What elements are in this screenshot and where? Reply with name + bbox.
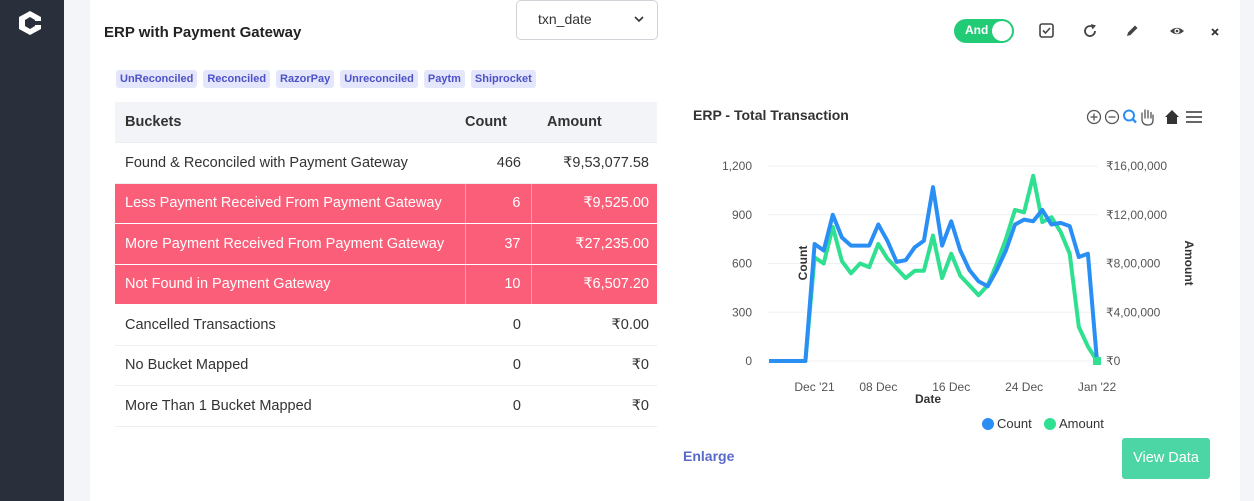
bucket-name: More Than 1 Bucket Mapped xyxy=(115,385,465,427)
header-amount[interactable]: Amount xyxy=(531,102,657,143)
widget-card: ERP with Payment Gateway txn_date And Un… xyxy=(90,0,1240,501)
bucket-count: 466 xyxy=(465,142,531,184)
buckets-table: Buckets Count Amount Found & Reconciled … xyxy=(115,102,657,427)
bucket-count: 0 xyxy=(465,385,531,427)
pan-icon[interactable] xyxy=(1141,109,1154,126)
x-tick-label: Dec '21 xyxy=(794,380,835,394)
table-row[interactable]: More Than 1 Bucket Mapped 0 ₹0 xyxy=(115,385,657,427)
bucket-count: 0 xyxy=(465,345,531,386)
magnify-icon[interactable] xyxy=(1123,109,1137,124)
y-axis-title: Count xyxy=(796,246,810,281)
filter-tag[interactable]: RazorPay xyxy=(276,70,335,88)
bucket-amount: ₹0.00 xyxy=(531,304,657,346)
filter-tags: UnReconciled Reconciled RazorPay Unreconcil… xyxy=(116,70,536,88)
y-tick-label: 1,200 xyxy=(722,159,752,173)
filter-tag[interactable]: Reconciled xyxy=(203,70,271,88)
toggle-label: And xyxy=(965,23,989,37)
bucket-count: 37 xyxy=(465,223,532,265)
sidebar xyxy=(0,0,64,501)
checkbox-icon[interactable] xyxy=(1037,21,1057,41)
view-data-button[interactable]: View Data xyxy=(1122,438,1210,479)
filter-tag[interactable]: Paytm xyxy=(423,70,465,88)
series-line-amount xyxy=(769,173,1099,363)
chevron-down-icon xyxy=(634,16,644,23)
bucket-name: More Payment Received From Payment Gatew… xyxy=(115,223,466,265)
app-logo-icon[interactable] xyxy=(18,10,42,36)
bucket-name: Cancelled Transactions xyxy=(115,304,465,346)
close-icon[interactable] xyxy=(1206,21,1226,41)
home-icon[interactable] xyxy=(1165,110,1179,124)
x-axis-title: Date xyxy=(915,392,941,406)
y2-tick-label: ₹12,00,000 xyxy=(1106,208,1167,222)
menu-icon[interactable] xyxy=(1186,111,1202,123)
zoom-in-icon[interactable] xyxy=(1086,109,1102,125)
bucket-count: 6 xyxy=(465,183,532,224)
refresh-icon[interactable] xyxy=(1080,21,1100,41)
bucket-name: Found & Reconciled with Payment Gateway xyxy=(115,142,465,184)
filter-tag[interactable]: UnReconciled xyxy=(116,70,198,88)
filter-tag[interactable]: Unreconciled xyxy=(340,70,418,88)
x-tick-label: Jan '22 xyxy=(1078,380,1117,394)
bucket-amount: ₹6,507.20 xyxy=(531,264,657,305)
y-tick-label: 600 xyxy=(732,257,752,271)
and-toggle[interactable]: And xyxy=(954,19,1014,43)
toggle-knob xyxy=(992,21,1012,41)
y-tick-label: 900 xyxy=(732,208,752,222)
date-field-select[interactable]: txn_date xyxy=(516,0,658,40)
legend-marker-count xyxy=(982,418,994,430)
table-row[interactable]: More Payment Received From Payment Gatew… xyxy=(115,223,657,265)
table-row[interactable]: No Bucket Mapped 0 ₹0 xyxy=(115,345,657,386)
date-field-value: txn_date xyxy=(538,11,592,27)
transaction-chart: 0 300 600 900 1,200 ₹0 ₹4,00,000 ₹8,00,000 ₹12,0… xyxy=(722,159,1195,431)
y2-tick-label: ₹0 xyxy=(1106,354,1121,368)
eye-icon[interactable] xyxy=(1167,21,1187,41)
bucket-amount: ₹0 xyxy=(531,385,657,427)
filter-tag[interactable]: Shiprocket xyxy=(470,70,536,88)
table-row[interactable]: Cancelled Transactions 0 ₹0.00 xyxy=(115,304,657,346)
header-buckets[interactable]: Buckets xyxy=(115,102,465,143)
edit-icon[interactable] xyxy=(1122,21,1142,41)
table-row[interactable]: Found & Reconciled with Payment Gateway 4… xyxy=(115,142,657,184)
legend-marker-amount xyxy=(1044,418,1056,430)
y2-axis-title: Amount xyxy=(1182,240,1195,285)
bucket-name: Not Found in Payment Gateway xyxy=(115,264,466,305)
bucket-amount: ₹9,525.00 xyxy=(531,183,657,224)
x-tick-label: 08 Dec xyxy=(859,380,897,394)
legend-label: Count xyxy=(997,416,1032,431)
table-row[interactable]: Not Found in Payment Gateway 10 ₹6,507.20 xyxy=(115,264,657,305)
y-tick-label: 300 xyxy=(732,305,752,319)
bucket-count: 0 xyxy=(465,304,531,346)
table-row[interactable]: Less Payment Received From Payment Gatew… xyxy=(115,183,657,224)
chart-toolbar xyxy=(1086,109,1202,126)
bucket-amount: ₹0 xyxy=(531,345,657,386)
chart-title: ERP - Total Transaction xyxy=(693,107,849,123)
bucket-amount: ₹27,235.00 xyxy=(531,223,657,265)
y-tick-label: 0 xyxy=(745,354,752,368)
widget-title: ERP with Payment Gateway xyxy=(104,24,302,41)
x-tick-label: 24 Dec xyxy=(1005,380,1043,394)
series-line-count xyxy=(769,185,1099,363)
x-tick-label: 16 Dec xyxy=(932,380,970,394)
enlarge-link[interactable]: Enlarge xyxy=(683,448,735,464)
series-end-marker-amount xyxy=(1093,357,1101,365)
table-header-row: Buckets Count Amount xyxy=(115,102,657,143)
header-count[interactable]: Count xyxy=(465,102,531,143)
y2-tick-label: ₹8,00,000 xyxy=(1106,257,1161,271)
bucket-count: 10 xyxy=(465,264,532,305)
legend-label: Amount xyxy=(1059,416,1104,431)
bucket-name: Less Payment Received From Payment Gatew… xyxy=(115,183,466,224)
zoom-out-icon[interactable] xyxy=(1104,109,1120,125)
bucket-name: No Bucket Mapped xyxy=(115,345,465,386)
bucket-amount: ₹9,53,077.58 xyxy=(531,142,657,184)
y2-tick-label: ₹16,00,000 xyxy=(1106,159,1167,173)
y2-tick-label: ₹4,00,000 xyxy=(1106,305,1161,319)
